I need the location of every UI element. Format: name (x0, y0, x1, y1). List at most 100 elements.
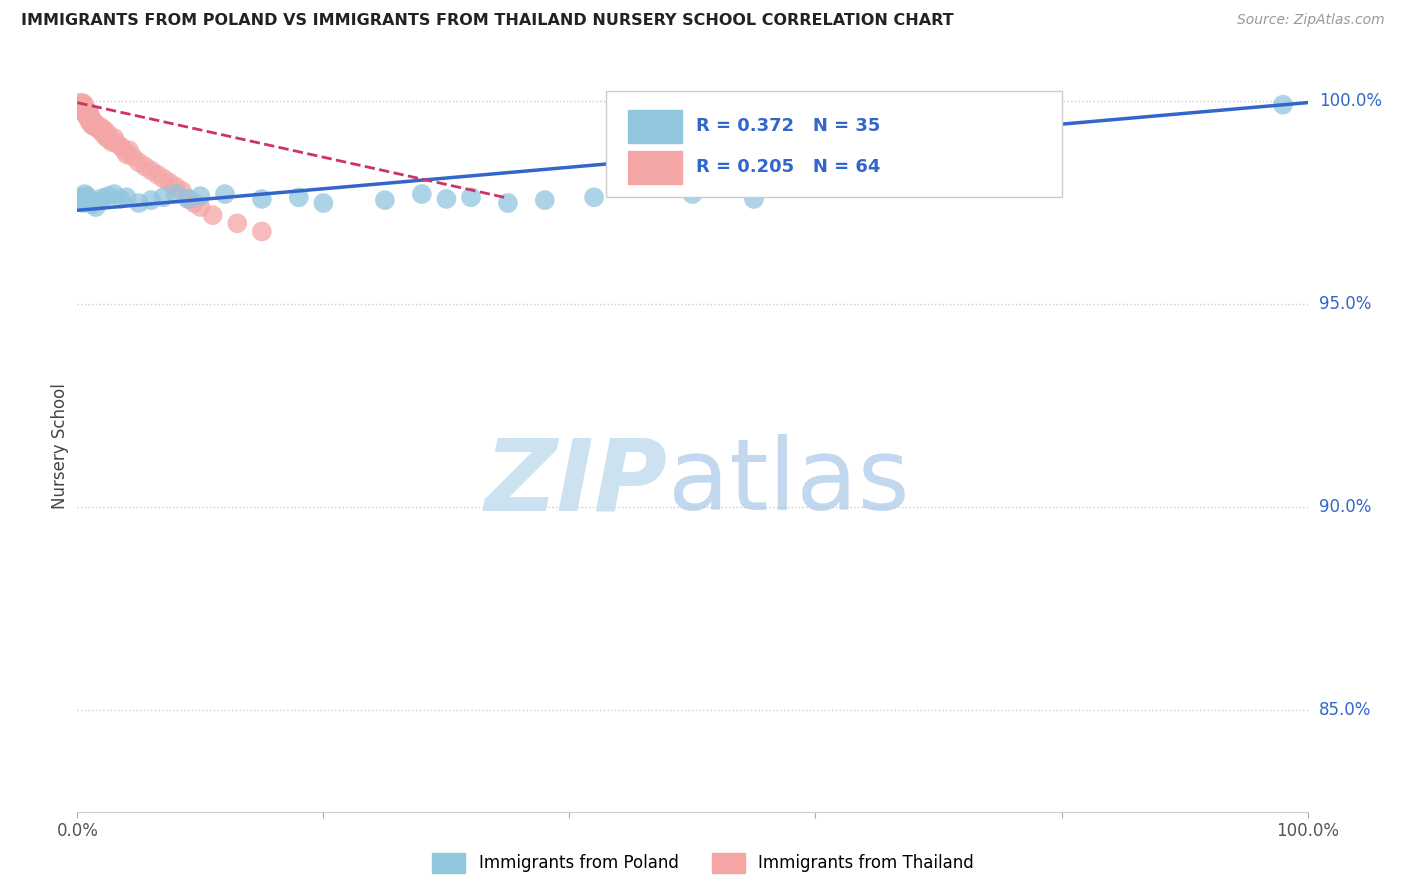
Point (77, 112, 100, 126)
Point (97, 189, 120, 203)
Point (682, 187, 704, 202)
Point (98, 132, 121, 146)
Point (76, 106, 98, 120)
Point (93, 123, 115, 137)
Point (742, 192, 765, 206)
Text: R = 0.205   N = 64: R = 0.205 N = 64 (696, 158, 880, 177)
Point (1272, 97, 1295, 112)
Point (82, 113, 104, 128)
Point (152, 171, 174, 186)
Point (177, 192, 200, 206)
Point (134, 160, 156, 174)
Point (112, 143, 135, 157)
Point (70, 98, 93, 112)
Point (79, 195, 101, 210)
Point (84, 200, 107, 214)
Point (214, 187, 236, 202)
Point (110, 139, 132, 153)
Point (82, 119, 104, 133)
Legend: Immigrants from Poland, Immigrants from Thailand: Immigrants from Poland, Immigrants from … (425, 847, 981, 880)
Point (141, 193, 163, 207)
Point (72, 96, 94, 111)
Point (76, 189, 98, 203)
Point (72, 102, 94, 116)
FancyBboxPatch shape (606, 91, 1062, 197)
Point (70, 96, 93, 111)
Point (82, 197, 104, 211)
Point (75, 103, 97, 117)
Point (72, 103, 94, 118)
Point (288, 190, 311, 204)
Point (115, 147, 138, 161)
Point (165, 187, 187, 202)
Point (496, 196, 519, 211)
Point (70, 193, 93, 207)
Point (87, 121, 110, 136)
Point (73, 105, 96, 120)
Point (90, 120, 112, 134)
Text: 90.0%: 90.0% (1319, 498, 1371, 516)
Point (374, 193, 396, 207)
Point (115, 190, 138, 204)
Text: ZIP: ZIP (485, 434, 668, 531)
Point (534, 193, 557, 207)
Text: IMMIGRANTS FROM POLAND VS IMMIGRANTS FROM THAILAND NURSERY SCHOOL CORRELATION CH: IMMIGRANTS FROM POLAND VS IMMIGRANTS FRO… (21, 13, 953, 29)
Point (82, 118, 104, 132)
Bar (627, 150, 683, 185)
Point (89, 123, 111, 137)
Point (70, 95, 93, 110)
Point (152, 190, 174, 204)
Text: 100.0%: 100.0% (1319, 92, 1382, 110)
Point (110, 192, 132, 206)
Point (90, 124, 114, 138)
Point (146, 168, 169, 182)
Point (128, 196, 150, 211)
Point (73, 187, 96, 202)
Y-axis label: Nursery School: Nursery School (51, 383, 69, 509)
Point (118, 143, 141, 157)
Point (250, 192, 273, 206)
Point (177, 192, 200, 206)
Text: 95.0%: 95.0% (1319, 294, 1371, 313)
Point (86, 119, 108, 133)
Point (141, 163, 163, 178)
Point (460, 190, 482, 204)
Point (80, 116, 103, 130)
Point (90, 191, 114, 205)
Point (583, 190, 606, 204)
Point (250, 224, 273, 238)
Point (79, 109, 101, 123)
Point (91, 127, 114, 141)
Bar (627, 109, 683, 144)
Point (75, 105, 97, 120)
Point (75, 108, 97, 122)
Point (84, 120, 107, 134)
Point (188, 200, 212, 214)
Point (94, 128, 117, 142)
Point (159, 176, 181, 190)
Point (103, 187, 125, 202)
Point (70, 190, 93, 204)
Point (96, 131, 118, 145)
Point (80, 111, 103, 125)
Point (170, 184, 193, 198)
Point (103, 131, 125, 145)
Point (79, 114, 101, 128)
Point (312, 196, 335, 211)
Point (105, 136, 128, 151)
Point (183, 196, 205, 211)
Text: 85.0%: 85.0% (1319, 701, 1371, 719)
Point (201, 208, 224, 222)
Point (89, 194, 111, 209)
Point (165, 179, 187, 194)
Point (226, 216, 249, 230)
Point (83, 116, 105, 130)
Point (70, 100, 93, 114)
Point (76, 110, 98, 124)
Point (84, 117, 107, 131)
Text: R = 0.372   N = 35: R = 0.372 N = 35 (696, 118, 880, 136)
Point (97, 127, 120, 141)
Point (436, 192, 458, 206)
Point (75, 192, 97, 206)
Point (76, 103, 98, 118)
